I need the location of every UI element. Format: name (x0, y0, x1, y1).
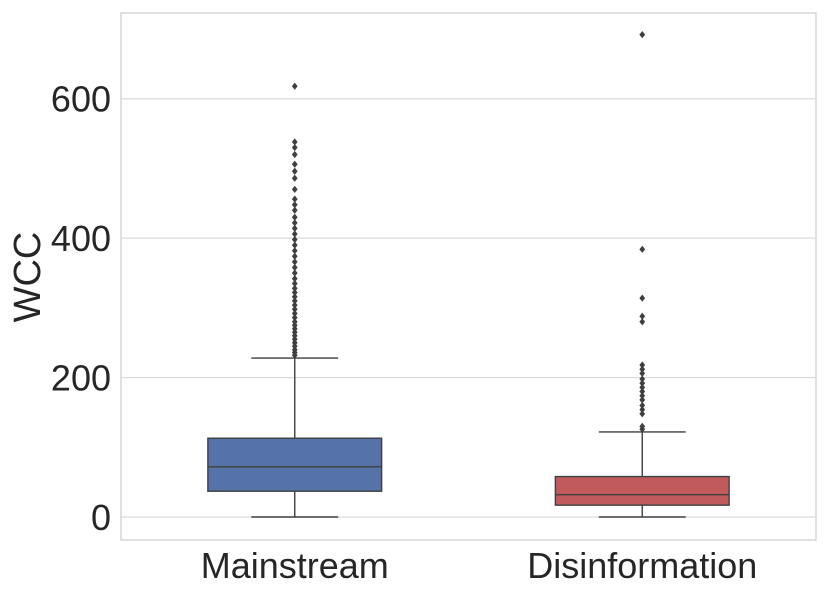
outlier-mainstream-18 (291, 284, 298, 292)
outlier-disinformation-5 (639, 396, 646, 404)
x-tick-labels: Mainstream Disinformation (201, 545, 758, 586)
x-tick-label-mainstream: Mainstream (201, 545, 389, 586)
outlier-mainstream-26 (291, 241, 298, 249)
outlier-mainstream-23 (291, 258, 298, 266)
y-tick-label-200: 200 (51, 358, 111, 399)
outlier-disinformation-11 (639, 369, 646, 377)
outlier-mainstream-35 (291, 185, 298, 193)
y-tick-label-400: 400 (51, 218, 111, 259)
outlier-disinformation-1 (639, 422, 646, 430)
y-tick-label-600: 600 (51, 79, 111, 120)
outlier-mainstream-29 (291, 224, 298, 233)
outlier-disinformation-9 (639, 379, 646, 387)
outlier-disinformation-10 (639, 375, 646, 383)
box-group-mainstream (207, 82, 383, 518)
outlier-mainstream-19 (291, 279, 298, 288)
outlier-mainstream-33 (291, 201, 298, 209)
outlier-disinformation-8 (639, 383, 646, 391)
outlier-disinformation-17 (639, 245, 646, 253)
outlier-disinformation-4 (639, 401, 646, 410)
outlier-mainstream-14 (291, 301, 298, 309)
outlier-mainstream-17 (291, 288, 298, 297)
outlier-mainstream-40 (291, 143, 298, 152)
box-group-disinformation (554, 31, 730, 518)
outlier-mainstream-25 (291, 247, 298, 255)
box-mainstream (207, 437, 383, 492)
outlier-mainstream-42 (291, 82, 298, 90)
y-grid (121, 98, 816, 518)
outlier-mainstream-22 (291, 263, 298, 272)
outlier-disinformation-16 (639, 294, 646, 302)
y-tick-labels: 0 200 400 600 (51, 79, 111, 538)
outlier-mainstream-16 (291, 293, 298, 301)
outlier-mainstream-38 (291, 160, 298, 168)
outlier-mainstream-24 (291, 252, 298, 260)
boxes (207, 31, 730, 518)
y-tick-label-0: 0 (91, 497, 111, 538)
x-tick-label-disinformation: Disinformation (527, 545, 757, 586)
outlier-disinformation-18 (639, 31, 646, 39)
outlier-mainstream-39 (291, 150, 298, 159)
outlier-disinformation-2 (639, 410, 646, 418)
outlier-mainstream-15 (291, 297, 298, 305)
outlier-disinformation-7 (639, 387, 646, 396)
outlier-disinformation-15 (639, 312, 646, 320)
outlier-mainstream-31 (291, 213, 298, 221)
outlier-mainstream-13 (291, 305, 298, 313)
outlier-disinformation-14 (639, 318, 646, 326)
outlier-disinformation-13 (639, 361, 646, 369)
outlier-mainstream-21 (291, 269, 298, 277)
outlier-mainstream-27 (291, 235, 298, 244)
outlier-mainstream-11 (291, 314, 298, 322)
outlier-mainstream-37 (291, 167, 298, 175)
outlier-disinformation-12 (639, 365, 646, 373)
outlier-mainstream-28 (291, 230, 298, 238)
outlier-mainstream-32 (291, 206, 298, 214)
outlier-mainstream-20 (291, 274, 298, 283)
outlier-mainstream-34 (291, 195, 298, 203)
outlier-mainstream-41 (291, 138, 298, 146)
outlier-mainstream-30 (291, 219, 298, 227)
outlier-disinformation-3 (639, 406, 646, 414)
box-disinformation (554, 475, 730, 506)
outlier-mainstream-10 (291, 318, 298, 326)
outlier-disinformation-6 (639, 392, 646, 400)
outlier-mainstream-12 (291, 309, 298, 318)
outlier-mainstream-36 (291, 174, 298, 182)
y-axis-label: WCC (7, 232, 49, 323)
